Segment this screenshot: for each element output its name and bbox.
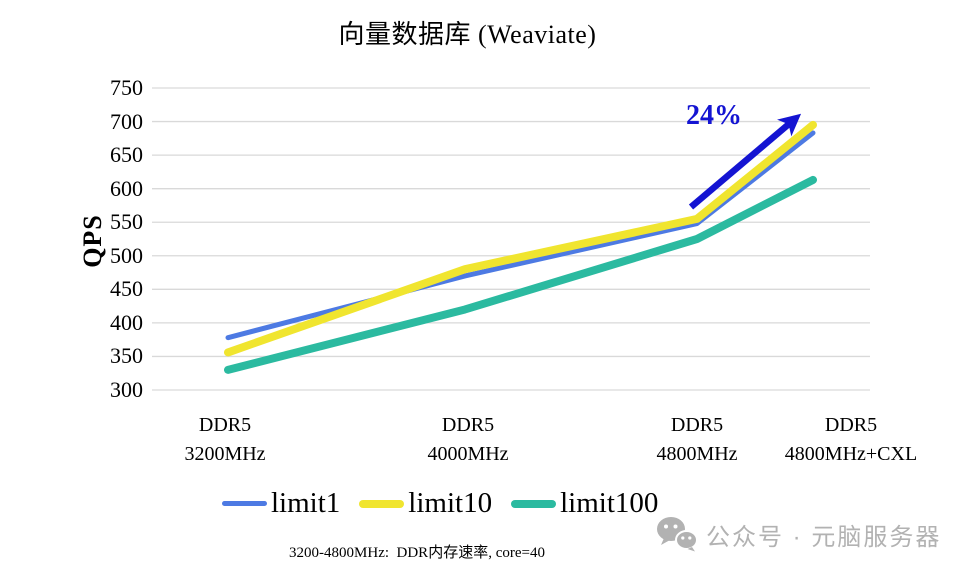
legend-swatch: [222, 501, 267, 506]
legend-item-limit1: limit1: [222, 487, 340, 520]
chart-title: 向量数据库 (Weaviate): [338, 20, 597, 49]
growth-arrow: [688, 113, 802, 210]
legend-label: limit100: [560, 487, 659, 519]
y-tick-label: 500: [110, 242, 143, 268]
footnote-caption: 3200-4800MHz: DDR内存速率, core=40: [289, 545, 545, 561]
series-line-limit100: [224, 175, 817, 374]
y-tick-label: 300: [110, 377, 143, 402]
y-tick-label: 450: [110, 276, 143, 302]
legend-item-limit100: limit100: [511, 487, 658, 520]
x-category-label: DDR5 4800MHz: [656, 414, 738, 465]
x-category-label: DDR5 4000MHz: [427, 414, 509, 465]
y-tick-label: 350: [110, 343, 143, 369]
wechat-icon: [657, 517, 698, 552]
legend: limit1 limit10 limit100: [222, 487, 658, 520]
growth-annotation: 24%: [686, 100, 742, 131]
watermark-text: 公众号 · 元脑服务器: [706, 523, 942, 551]
legend-swatch: [359, 499, 405, 508]
x-category-label: DDR5 3200MHz: [184, 414, 266, 465]
legend-swatch: [511, 499, 557, 508]
x-category-label: DDR5 4800MHz+CXL: [784, 414, 918, 465]
watermark: 公众号 · 元脑服务器: [656, 516, 941, 552]
y-tick-label: 750: [110, 75, 143, 100]
legend-label: limit1: [271, 487, 341, 519]
y-tick-label: 400: [110, 309, 143, 335]
y-tick-label: 700: [110, 108, 143, 134]
y-tick-label: 550: [110, 209, 143, 235]
y-tick-label: 650: [110, 142, 143, 168]
series-line-limit1: [225, 130, 816, 341]
legend-label: limit10: [408, 487, 493, 519]
legend-item-limit10: limit10: [359, 487, 492, 520]
series-line-limit10: [224, 120, 817, 357]
y-tick-label: 600: [110, 175, 143, 201]
